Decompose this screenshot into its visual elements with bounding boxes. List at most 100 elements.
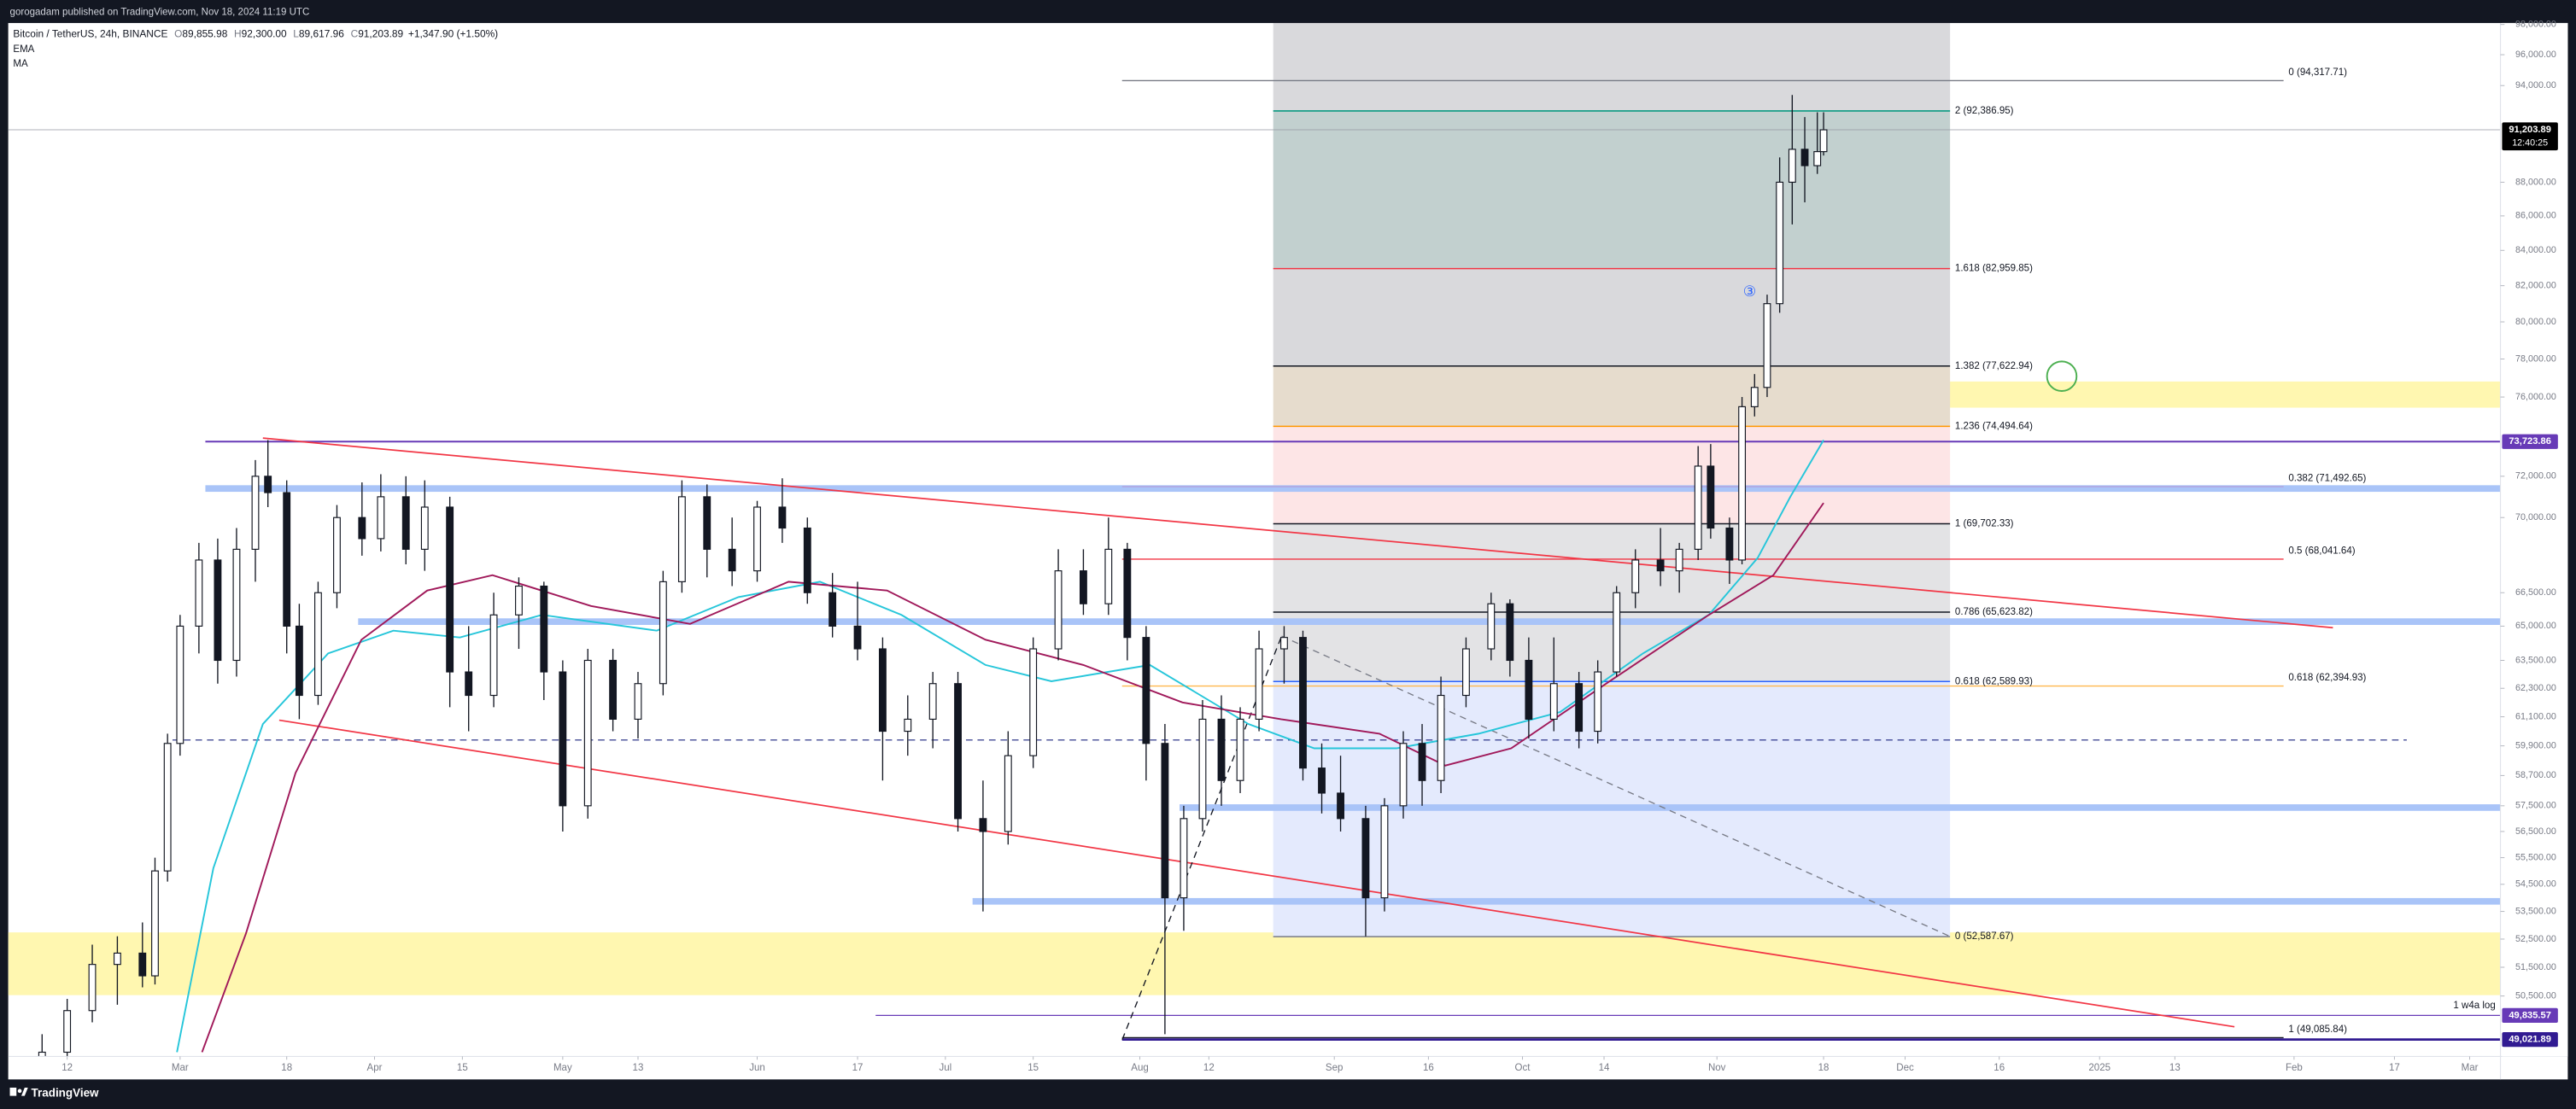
zone bbox=[8, 932, 2501, 995]
candle-body bbox=[283, 492, 291, 627]
x-tick-label: 15 bbox=[1027, 1063, 1039, 1073]
y-tick-label: 86,000.00 bbox=[2515, 211, 2556, 221]
fib-label: 2 (92,386.95) bbox=[1955, 106, 2014, 116]
candle-body bbox=[1800, 149, 1809, 166]
candle-body bbox=[1750, 387, 1759, 407]
scale-note: 1 w4a log bbox=[2453, 1001, 2495, 1011]
candle-body bbox=[1506, 603, 1514, 662]
x-tick-label: 18 bbox=[281, 1063, 292, 1073]
candle-body bbox=[1738, 406, 1747, 561]
y-tick-label: 58,700.00 bbox=[2515, 770, 2556, 780]
candle-body bbox=[1631, 559, 1640, 593]
fib-label: 0 (52,587.67) bbox=[1955, 931, 2014, 942]
price-label: 49,835.57 bbox=[2509, 1010, 2551, 1020]
y-tick-label: 61,100.00 bbox=[2515, 711, 2556, 721]
candle-body bbox=[251, 476, 260, 550]
candle-body bbox=[778, 506, 787, 529]
price-label: 49,021.89 bbox=[2509, 1035, 2551, 1045]
y-tick-label: 96,000.00 bbox=[2515, 50, 2556, 60]
candle-body bbox=[1198, 718, 1207, 820]
candle-body bbox=[1004, 755, 1012, 832]
x-tick-label: 14 bbox=[1599, 1063, 1610, 1073]
fib-label: 1.618 (82,959.85) bbox=[1955, 264, 2033, 274]
fib-label: 0.786 (65,623.82) bbox=[1955, 607, 2033, 617]
ohlc-value: 89,855.98 bbox=[182, 28, 227, 40]
change-value: +1,347.90 (+1.50%) bbox=[408, 28, 498, 40]
candle-body bbox=[1725, 527, 1734, 561]
candle-body bbox=[1694, 465, 1702, 550]
price-countdown: 12:40:25 bbox=[2512, 137, 2548, 148]
y-tick-label: 53,500.00 bbox=[2515, 906, 2556, 916]
y-tick-label: 63,500.00 bbox=[2515, 655, 2556, 665]
fib-label: 0.618 (62,394.93) bbox=[2288, 673, 2366, 683]
y-tick-label: 55,500.00 bbox=[2515, 852, 2556, 862]
y-tick-label: 76,000.00 bbox=[2515, 392, 2556, 402]
fib-label: 0.618 (62,589.93) bbox=[1955, 676, 2033, 686]
candle-body bbox=[728, 548, 736, 572]
y-tick-label: 57,500.00 bbox=[2515, 801, 2556, 811]
x-tick-label: 12 bbox=[1203, 1063, 1215, 1073]
candle-body bbox=[703, 496, 711, 550]
fib-band bbox=[1273, 110, 1951, 269]
level-band bbox=[972, 897, 2501, 905]
candle-body bbox=[1361, 818, 1370, 899]
candle-body bbox=[1180, 818, 1188, 899]
candle-body bbox=[1819, 129, 1828, 153]
x-tick-label: 2025 bbox=[2088, 1063, 2111, 1073]
candle-body bbox=[1217, 718, 1226, 781]
y-tick-label: 56,500.00 bbox=[2515, 826, 2556, 837]
candle-body bbox=[1462, 648, 1470, 697]
fib-band bbox=[1273, 523, 1951, 613]
y-tick-label: 98,000.00 bbox=[2515, 20, 2556, 30]
candle-body bbox=[1054, 570, 1063, 650]
symbol-name: Bitcoin / TetherUS, 24h, BINANCE bbox=[13, 28, 167, 40]
x-tick-label: Feb bbox=[2286, 1063, 2303, 1073]
candle-body bbox=[195, 559, 203, 627]
ohlc-value: 89,617.96 bbox=[299, 28, 344, 40]
fib-label: 0.5 (68,041.64) bbox=[2288, 546, 2355, 556]
price-label-box bbox=[2502, 1007, 2558, 1024]
x-tick-label: Sep bbox=[1326, 1063, 1344, 1073]
candle-body bbox=[1123, 548, 1132, 639]
indicator-line bbox=[176, 439, 1824, 1053]
candle-body bbox=[1656, 559, 1665, 572]
x-tick-label: Jul bbox=[939, 1063, 951, 1073]
ohlc-key: C bbox=[351, 28, 359, 40]
candle-body bbox=[401, 496, 410, 550]
y-tick-label: 84,000.00 bbox=[2515, 245, 2556, 255]
x-tick-label: Nov bbox=[1708, 1063, 1726, 1073]
candle-body bbox=[138, 952, 147, 977]
fib-band bbox=[1273, 365, 1951, 427]
candle-body bbox=[1707, 465, 1715, 529]
x-tick-label: 13 bbox=[633, 1063, 644, 1073]
y-tick-label: 70,000.00 bbox=[2515, 512, 2556, 522]
ohlc-key: O bbox=[174, 28, 182, 40]
candle-body bbox=[515, 585, 523, 616]
y-tick-label: 65,000.00 bbox=[2515, 621, 2556, 631]
candle-body bbox=[151, 870, 159, 977]
fib-band bbox=[1273, 426, 1951, 524]
candle-body bbox=[465, 671, 473, 697]
x-tick-label: 15 bbox=[457, 1063, 468, 1073]
candle-body bbox=[954, 683, 962, 820]
x-tick-label: 17 bbox=[2389, 1063, 2400, 1073]
y-tick-label: 50,500.00 bbox=[2515, 990, 2556, 1001]
price-label-box bbox=[2502, 122, 2558, 151]
y-tick-label: 52,500.00 bbox=[2515, 934, 2556, 944]
candle-body bbox=[1236, 718, 1244, 781]
x-tick-label: 16 bbox=[1993, 1063, 2005, 1073]
highlight-circle bbox=[2046, 360, 2078, 392]
candle-body bbox=[295, 625, 303, 697]
price-label: 73,723.86 bbox=[2509, 436, 2551, 447]
candle-body bbox=[559, 671, 567, 807]
candle-body bbox=[1549, 683, 1558, 720]
candle-body bbox=[1613, 592, 1621, 673]
candle-body bbox=[489, 614, 498, 697]
candle-body bbox=[1437, 694, 1445, 781]
candle-body bbox=[853, 625, 862, 650]
fib-box-top bbox=[1273, 22, 1951, 111]
candle-body bbox=[113, 952, 121, 966]
ohlc-key: L bbox=[293, 28, 299, 40]
candle-body bbox=[1280, 637, 1288, 650]
